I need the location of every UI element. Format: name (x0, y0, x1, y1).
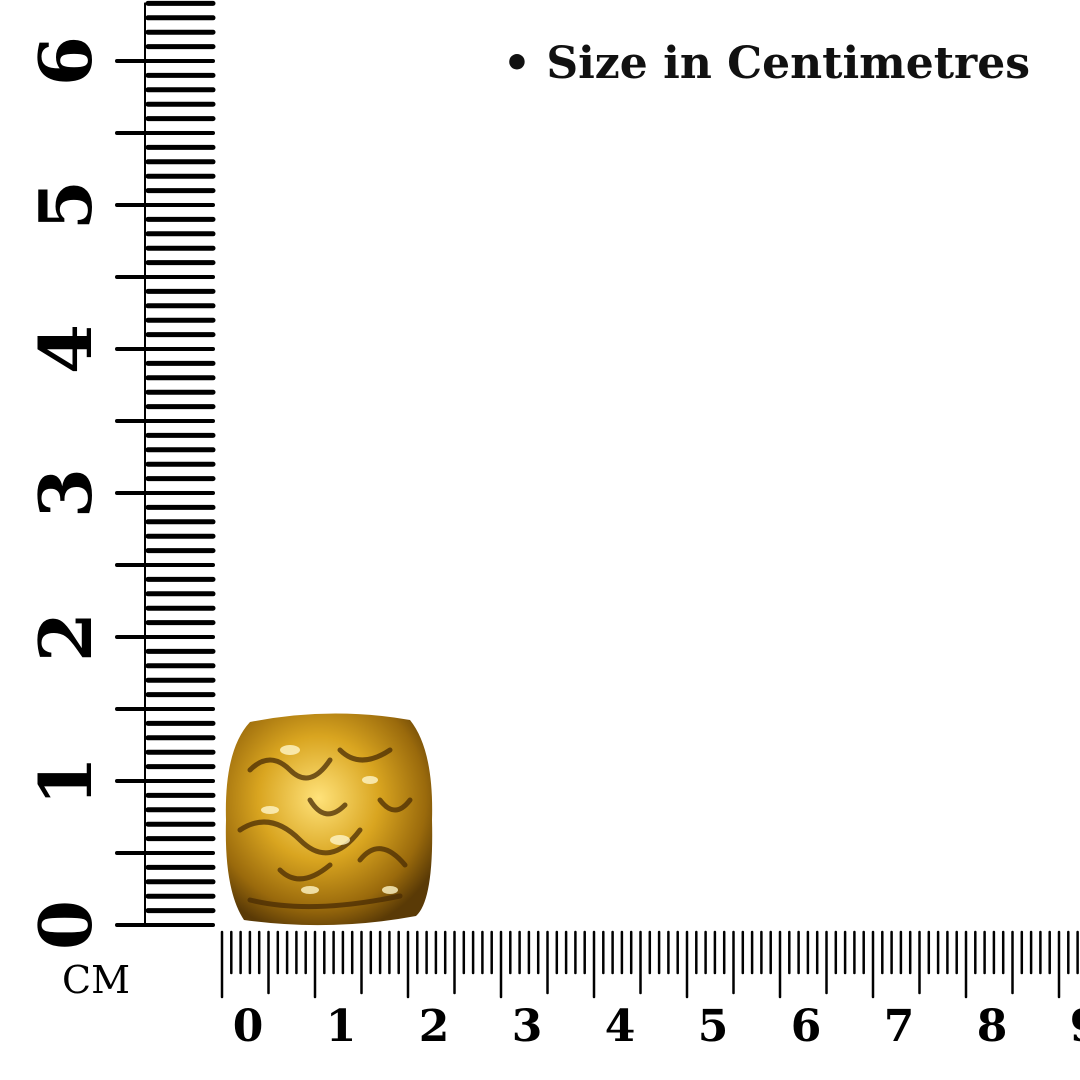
horizontal-ruler-label: 4 (604, 1001, 636, 1052)
vertical-ruler-label: 4 (23, 323, 108, 375)
horizontal-ruler-label: 7 (883, 1001, 915, 1052)
horizontal-ruler-label: 1 (325, 1001, 357, 1052)
vertical-ruler (115, 0, 216, 927)
gold-bead-photo (225, 713, 433, 926)
horizontal-ruler-label: 8 (976, 1001, 1008, 1052)
horizontal-ruler-label: 6 (790, 1001, 822, 1052)
horizontal-ruler-label: 9 (1065, 1002, 1080, 1052)
horizontal-ruler (220, 930, 1079, 999)
horizontal-ruler-label: 2 (418, 1001, 450, 1052)
horizontal-ruler-label: 3 (511, 1001, 543, 1052)
unit-label: CM (62, 958, 130, 1002)
horizontal-ruler-label: 5 (697, 1001, 729, 1052)
size-caption: • Size in Centimetres (502, 38, 1030, 89)
vertical-ruler-label: 1 (23, 755, 108, 807)
vertical-ruler-label: 6 (23, 35, 108, 87)
vertical-ruler-label: 2 (23, 611, 108, 663)
vertical-ruler-label: 3 (23, 467, 108, 519)
vertical-ruler-label: 0 (23, 899, 108, 951)
vertical-ruler-label: 5 (23, 179, 108, 231)
horizontal-ruler-label: 0 (232, 1001, 264, 1052)
